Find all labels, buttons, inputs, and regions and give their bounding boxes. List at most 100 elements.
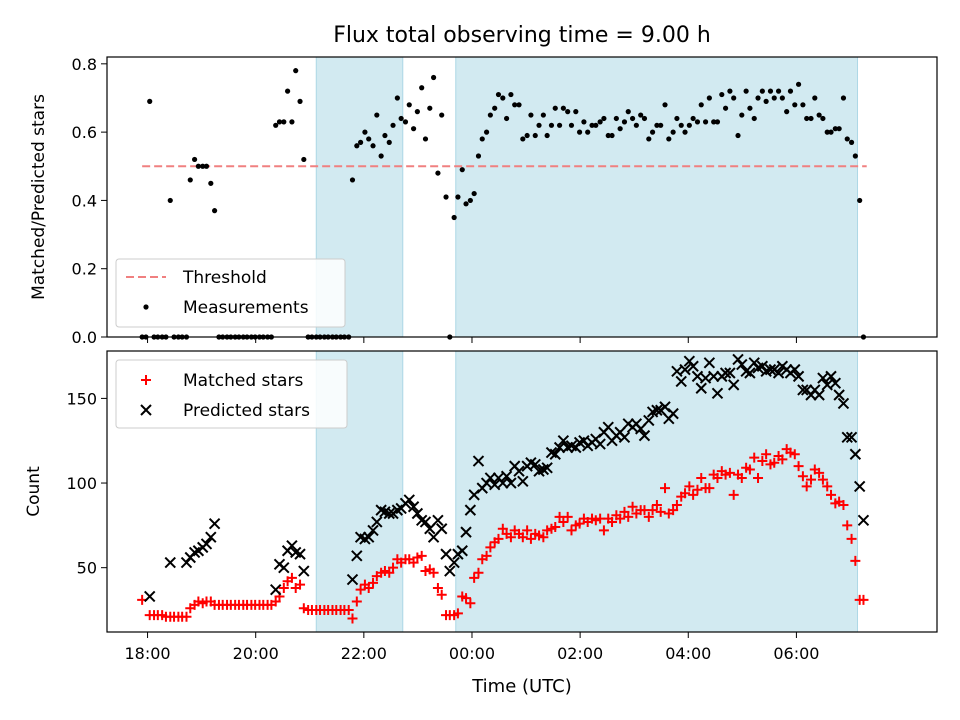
matched-star-marker [817, 474, 828, 485]
measurement-point [848, 139, 855, 145]
predicted-star-marker [594, 438, 606, 450]
predicted-star-marker [407, 501, 420, 513]
measurement-point [743, 88, 749, 94]
measurement-point [670, 129, 676, 135]
predicted-star-marker [764, 363, 777, 376]
measurement-point [479, 136, 485, 142]
matched-star-marker [822, 481, 833, 492]
y-axis-label: Matched/Predicted stars [29, 94, 49, 300]
measurement-point [646, 136, 652, 142]
measurement-point [759, 88, 765, 94]
measurement-point [775, 88, 782, 94]
measurement-point [430, 74, 437, 81]
measurement-point [540, 112, 546, 118]
measurement-point [297, 98, 303, 104]
measurement-point [641, 115, 648, 122]
matched-star-marker [627, 501, 638, 512]
measurement-point [747, 105, 753, 111]
matched-star-marker [428, 567, 439, 578]
matched-star-marker [295, 579, 306, 590]
y-axis-label: Count [24, 466, 44, 517]
predicted-star-marker [464, 504, 477, 516]
measurement-point [284, 88, 291, 94]
measurement-point [187, 177, 193, 183]
measurement-point [787, 88, 794, 94]
x-axis-label: Time (UTC) [471, 676, 572, 697]
x-tick-label: 20:00 [233, 644, 279, 663]
measurement-point [427, 105, 433, 111]
matched-star-marker [647, 505, 658, 516]
predicted-star-marker [472, 455, 485, 467]
matched-star-marker [757, 456, 768, 467]
matched-star-marker [538, 532, 549, 543]
predicted-star-marker [618, 431, 631, 444]
matched-star-marker [842, 520, 853, 531]
matched-star-marker [525, 533, 536, 544]
predicted-star-marker [687, 360, 699, 372]
measurement-point [516, 102, 522, 108]
measurement-point [487, 112, 493, 118]
measurement-point [390, 122, 396, 128]
measurement-point [832, 126, 838, 132]
measurement-point [455, 194, 461, 200]
measurement-point [714, 119, 721, 125]
matched-star-marker [343, 604, 354, 615]
y-tick-label: 0.8 [72, 55, 97, 74]
predicted-star-marker [833, 389, 845, 401]
axes-frame [106, 56, 938, 338]
measurement-point [191, 156, 198, 163]
measurement-point [662, 102, 668, 108]
matched-star-marker [826, 489, 837, 500]
measurement-point [678, 122, 684, 128]
measurement-point [195, 163, 201, 169]
measurement-point [293, 68, 299, 74]
predicted-star-marker [444, 565, 456, 577]
measurement-point [771, 95, 777, 101]
predicted-star-marker [435, 523, 448, 535]
matched-star-marker [363, 582, 374, 593]
measurement-point [273, 122, 279, 128]
measurement-point [565, 109, 571, 115]
predicted-star-marker [362, 531, 375, 543]
measurement-point [495, 91, 502, 98]
measurement-point [625, 109, 631, 115]
measurement-point [739, 112, 745, 118]
measurement-point [500, 95, 506, 101]
predicted-star-marker [841, 431, 853, 444]
measurement-point [398, 115, 404, 122]
measurement-point [212, 208, 218, 214]
bottom-plot-area: 50 100 150 18:00 20:00 22:00 00:00 02:00 04:00 06… [24, 350, 938, 663]
measurement-point [804, 115, 810, 122]
measurement-point [536, 122, 542, 128]
measurement-point [419, 85, 425, 91]
predicted-star-marker [853, 480, 866, 493]
measurement-point [203, 163, 210, 169]
measurement-point [503, 115, 510, 122]
measurement-point [378, 153, 384, 159]
predicted-star-marker [553, 441, 566, 454]
matched-star-marker [355, 584, 366, 595]
y-tick-label: 50 [77, 559, 97, 578]
measurement-point [735, 132, 741, 139]
predicted-star-marker [857, 514, 870, 526]
matched-star-marker [793, 461, 804, 472]
legend-matched-swatch [141, 375, 151, 385]
predicted-star-marker [371, 516, 383, 528]
top-plot-area: 0.0 0.2 0.4 0.6 0.8 Matched/Predicted stars Th… [29, 55, 938, 347]
predicted-star-marker [829, 377, 842, 389]
measurement-point [690, 115, 696, 122]
matched-star-marker [797, 471, 808, 482]
matched-star-marker [181, 611, 192, 622]
measurement-point [208, 180, 214, 186]
matched-star-marker [688, 489, 699, 500]
matched-star-marker [481, 550, 492, 561]
predicted-star-marker [695, 382, 707, 394]
predicted-star-marker [845, 431, 858, 444]
matched-star-marker [485, 542, 496, 553]
y-tick-label: 0.0 [72, 328, 97, 347]
matched-star-marker [408, 557, 419, 568]
matched-star-marker [270, 596, 281, 607]
matched-star-marker [769, 457, 780, 468]
measurement-point [638, 112, 644, 118]
